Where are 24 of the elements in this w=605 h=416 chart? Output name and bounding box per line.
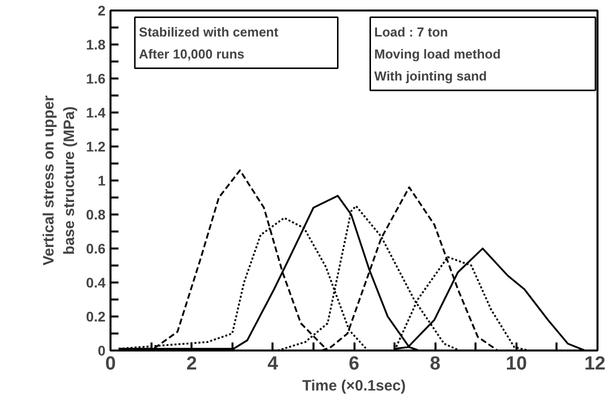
y-tick-label: 1.8 xyxy=(86,36,106,52)
annotation: Moving load method xyxy=(374,46,501,62)
y-tick-label: 2 xyxy=(98,2,106,18)
y-axis-title: Vertical stress on upper base structure (MPa) xyxy=(40,95,78,266)
y-tick-label: 0.2 xyxy=(86,308,106,324)
annotation: After 10,000 runs xyxy=(138,46,244,62)
y-tick-label: 1 xyxy=(98,172,106,188)
y-tick-label: 1.2 xyxy=(86,138,106,154)
y-tick-label: 0 xyxy=(98,342,106,358)
y-tick-label: 1.6 xyxy=(86,70,106,86)
x-tick-label: 4 xyxy=(268,354,279,374)
x-tick-label: 10 xyxy=(506,354,527,374)
annotation: Stabilized with cement xyxy=(138,24,279,40)
x-tick-label: 12 xyxy=(584,354,605,374)
annotation: Load : 7 ton xyxy=(374,24,448,40)
annotation: With jointing sand xyxy=(374,68,487,84)
x-tick-label: 6 xyxy=(348,354,360,374)
x-axis-title: Time (×0.1sec) xyxy=(302,378,406,394)
x-tick-label: 8 xyxy=(430,354,440,374)
y-tick-label: 0.8 xyxy=(86,206,106,222)
x-tick-label: 2 xyxy=(186,354,197,374)
y-tick-label: 0.6 xyxy=(86,240,106,256)
y-tick-label: 0.4 xyxy=(86,274,106,290)
y-tick-label: 1.4 xyxy=(86,104,106,120)
